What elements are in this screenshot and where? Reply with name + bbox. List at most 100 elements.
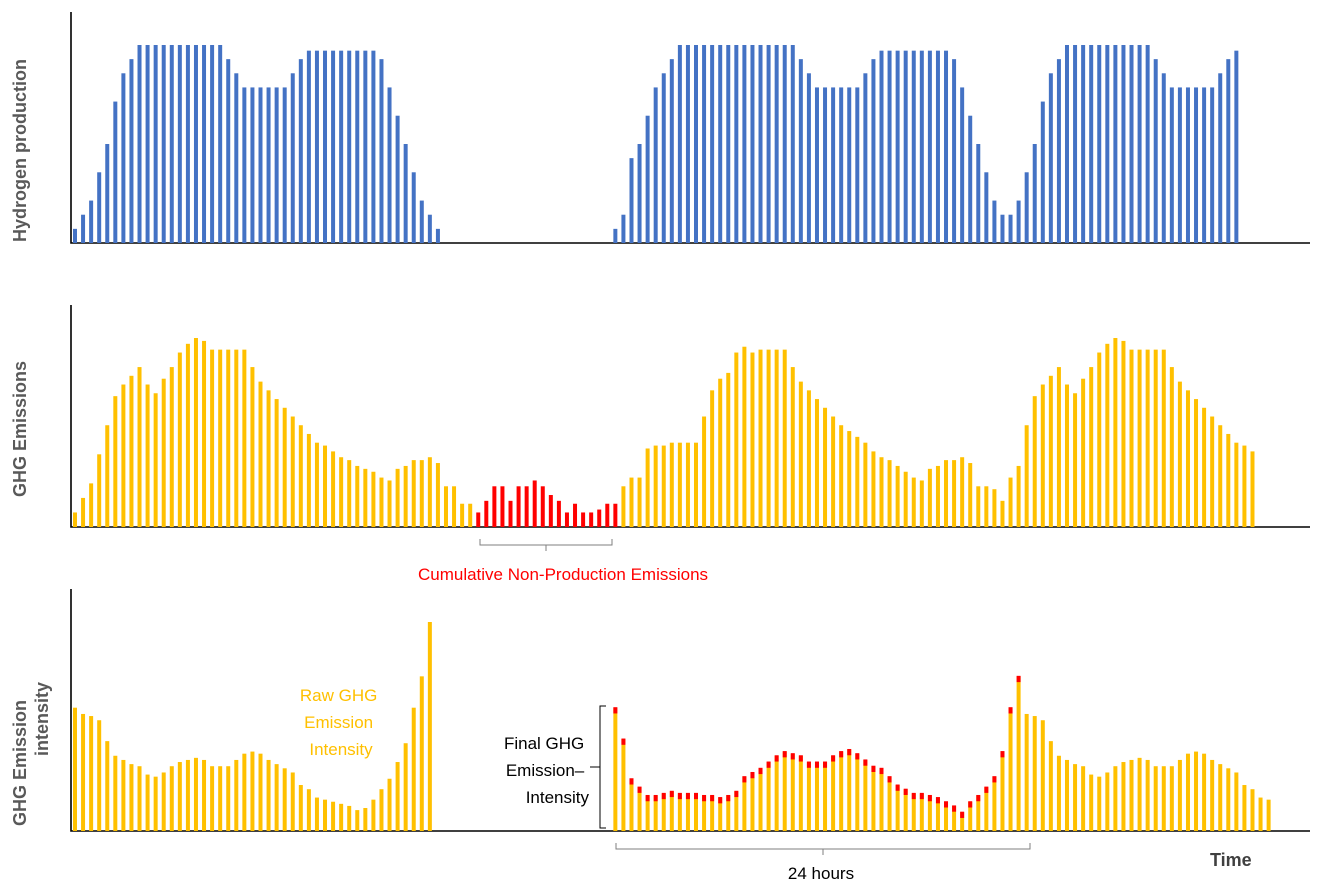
non-production-overlay-mark	[790, 753, 795, 760]
non-production-overlay-mark	[677, 792, 682, 800]
non-production-overlay-mark	[637, 786, 642, 793]
emissions-bar	[1169, 367, 1174, 527]
intensity-bar	[169, 766, 174, 831]
intensity-bar	[419, 676, 424, 831]
hydrogen-bar	[306, 50, 311, 243]
emissions-bar	[508, 500, 513, 527]
emissions-bar	[1000, 500, 1005, 527]
hydrogen-bar	[653, 87, 658, 244]
hydrogen-bar	[1073, 45, 1078, 243]
emissions-bar	[944, 460, 949, 527]
non-production-overlay-mark	[968, 801, 973, 808]
hydrogen-bar	[169, 45, 174, 243]
intensity-bar	[927, 795, 932, 831]
intensity-bar	[774, 755, 779, 831]
emissions-bar	[1129, 349, 1134, 527]
intensity-bar	[645, 795, 650, 831]
intensity-bar	[105, 741, 110, 831]
emissions-bar	[1185, 390, 1190, 527]
emissions-bar	[935, 465, 940, 527]
emissions-bar	[145, 384, 150, 527]
non-production-overlay-mark	[685, 792, 690, 800]
intensity-bar	[355, 810, 360, 831]
emissions-bar	[411, 460, 416, 527]
non-production-overlay-mark	[823, 761, 828, 768]
non-production-overlay-mark	[718, 797, 723, 804]
intensity-bar	[798, 755, 803, 831]
intensity-bar	[976, 795, 981, 831]
emissions-bar	[1161, 349, 1166, 527]
emissions-bar	[605, 503, 610, 527]
intensity-bar	[266, 759, 271, 831]
non-production-overlay-mark	[613, 707, 618, 714]
intensity-bar	[1242, 785, 1247, 831]
intensity-bar	[81, 713, 86, 831]
intensity-bar	[1161, 766, 1166, 831]
intensity-bar	[944, 801, 949, 831]
emissions-bar	[766, 349, 771, 527]
emissions-bar	[806, 390, 811, 527]
hydrogen-bar	[1137, 45, 1142, 243]
intensity-bar	[1202, 753, 1207, 831]
hydrogen-bar	[968, 115, 973, 243]
non-production-overlay-mark	[629, 778, 634, 785]
emissions-bar	[290, 416, 295, 527]
hydrogen-bar	[1177, 87, 1182, 244]
emissions-bar	[726, 372, 731, 527]
hydrogen-bar	[903, 50, 908, 243]
emissions-bar	[105, 425, 110, 527]
hydrogen-bar	[266, 87, 271, 244]
emissions-bar	[621, 486, 626, 527]
hydrogen-bar	[952, 59, 957, 243]
emissions-bar	[387, 480, 392, 527]
emissions-bar	[435, 463, 440, 527]
emissions-bar	[758, 349, 763, 527]
non-production-overlay-mark	[976, 794, 981, 802]
intensity-bar	[814, 762, 819, 831]
emissions-bar	[742, 346, 747, 527]
intensity-bar	[242, 753, 247, 831]
hydrogen-bar	[629, 158, 634, 243]
intensity-bar	[347, 805, 352, 831]
hydrogen-bar	[105, 144, 110, 243]
intensity-bar	[766, 762, 771, 831]
non-production-overlay-mark	[935, 797, 940, 804]
emissions-bar	[911, 477, 916, 527]
intensity-bar	[1016, 676, 1021, 831]
x-axis-label-time: Time	[1210, 850, 1252, 870]
hydrogen-bar	[661, 73, 666, 243]
hydrogen-bar	[89, 200, 94, 243]
hydrogen-bar	[871, 59, 876, 243]
non-production-overlay-mark	[919, 792, 924, 800]
non-production-bracket	[479, 539, 613, 551]
hydrogen-bar	[177, 45, 182, 243]
intensity-bar	[1210, 759, 1215, 831]
non-production-overlay-mark	[734, 790, 739, 798]
intensity-bar	[782, 751, 787, 831]
emissions-bar	[976, 486, 981, 527]
intensity-bar	[161, 772, 166, 831]
y-axis-label-hydrogen: Hydrogen production	[10, 59, 30, 242]
emissions-bar	[556, 500, 561, 527]
non-production-overlay-mark	[847, 748, 852, 756]
emissions-bar	[500, 486, 505, 527]
emissions-bar	[992, 489, 997, 527]
emissions-bar	[185, 343, 190, 527]
hydrogen-bar	[1048, 73, 1053, 243]
emissions-bar	[371, 471, 376, 527]
hydrogen-bar	[1121, 45, 1126, 243]
emissions-bar	[524, 486, 529, 527]
non-production-overlay-mark	[669, 790, 674, 798]
emissions-bar	[532, 480, 537, 527]
emissions-bar	[798, 381, 803, 527]
hydrogen-bar	[202, 45, 207, 243]
emissions-bar	[823, 407, 828, 527]
emissions-bar	[548, 495, 553, 527]
intensity-bar	[911, 793, 916, 831]
emissions-bar	[306, 433, 311, 527]
hydrogen-bar	[839, 87, 844, 244]
non-production-overlay-mark	[742, 776, 747, 783]
hydrogen-bar	[927, 50, 932, 243]
emissions-bar	[847, 431, 852, 527]
non-production-overlay-mark	[758, 767, 763, 775]
